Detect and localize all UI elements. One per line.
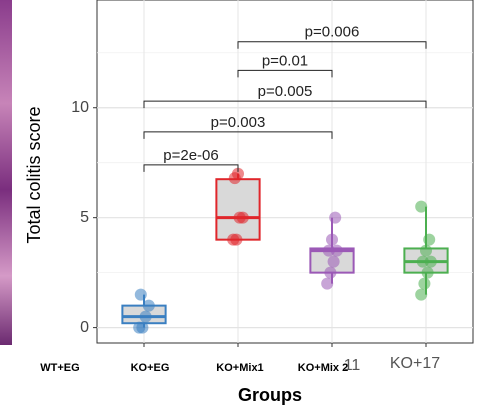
significance-bracket: [143, 131, 333, 139]
significance-bracket: [143, 164, 239, 172]
data-point: [142, 299, 155, 312]
y-axis-title: Total colitis score: [24, 106, 44, 243]
p-value-label: p=0.006: [305, 24, 360, 41]
data-point: [415, 288, 428, 301]
data-point: [230, 233, 243, 246]
x-axis-title: Groups: [238, 385, 302, 405]
data-point: [327, 255, 340, 268]
p-value-label: p=0.003: [211, 114, 266, 131]
p-value-label: p=2e-06: [163, 147, 218, 164]
data-point: [326, 233, 338, 246]
data-point: [232, 167, 244, 180]
x-tick-label: KO+Mix 2: [298, 362, 348, 374]
data-point: [415, 200, 428, 213]
x-extra-label: 11: [344, 357, 361, 374]
plot-panel: [96, 0, 474, 344]
x-tick-label: KO+Mix1: [216, 362, 263, 374]
y-tick-label: 0: [80, 319, 89, 336]
x-extra-label: WT+EG: [40, 362, 79, 374]
data-point: [423, 233, 436, 246]
data-point: [416, 255, 429, 268]
y-tick-label: 5: [80, 209, 89, 226]
histology-strip: [0, 0, 12, 345]
data-point: [322, 244, 335, 257]
data-point: [420, 244, 432, 257]
significance-bracket: [237, 41, 427, 49]
y-tick-label: 10: [71, 99, 89, 116]
significance-bracket: [237, 69, 333, 78]
box: [215, 178, 261, 241]
p-value-label: p=0.005: [258, 83, 313, 100]
data-point: [321, 277, 334, 290]
data-point: [329, 211, 342, 224]
data-point: [134, 288, 147, 301]
x-tick-label: KO+EG: [131, 362, 170, 374]
data-point: [236, 211, 249, 224]
significance-bracket: [143, 100, 427, 109]
x-tick-label: KO+17: [390, 355, 440, 372]
data-point: [139, 310, 152, 323]
data-point: [418, 277, 431, 290]
data-point: [421, 266, 434, 279]
p-value-label: p=0.01: [262, 52, 308, 69]
data-point: [324, 266, 337, 279]
data-point: [136, 321, 149, 334]
